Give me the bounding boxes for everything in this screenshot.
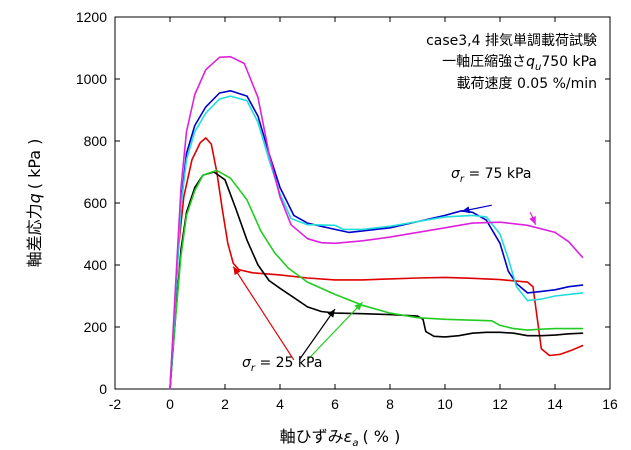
annotation-arrow-red bbox=[232, 266, 295, 361]
title-qu-sub: u bbox=[535, 62, 541, 73]
x-tick-label: 12 bbox=[492, 396, 508, 412]
y-axis-title-suffix: ( kPa ) bbox=[25, 139, 44, 190]
x-tick-label: 10 bbox=[437, 396, 453, 412]
annotation-75kpa-text: = 75 kPa bbox=[464, 166, 531, 182]
annotation-arrowhead-green bbox=[354, 302, 363, 311]
title-qu-symbol: q bbox=[526, 54, 535, 70]
y-axis-title: 軸差応力q ( kPa ) bbox=[25, 139, 44, 268]
x-tick-label: 16 bbox=[602, 396, 618, 412]
series-line-red bbox=[169, 137, 584, 390]
x-axis-title-prefix: 軸ひずみ bbox=[280, 427, 344, 446]
x-tick-label: 4 bbox=[276, 396, 284, 412]
annotation-arrow-green bbox=[307, 301, 363, 361]
annotation-arrows bbox=[232, 204, 537, 361]
y-tick-label: 600 bbox=[84, 195, 108, 211]
chart-title-line3: 載荷速度 0.05 %/min bbox=[457, 76, 598, 92]
x-tick-label: -2 bbox=[109, 396, 122, 412]
annotation-25kpa-symbol: σ bbox=[242, 355, 252, 371]
chart-title-line1: case3,4 排気単調載荷試験 bbox=[426, 33, 597, 49]
y-axis-title-symbol: q bbox=[25, 193, 44, 203]
series-group bbox=[169, 55, 584, 390]
x-tick-label: 14 bbox=[547, 396, 563, 412]
y-tick-label: 400 bbox=[84, 257, 108, 273]
series-line-blue bbox=[169, 90, 584, 390]
series-line-magenta bbox=[169, 55, 584, 390]
title-qu-value: 750 kPa bbox=[541, 54, 597, 70]
annotation-arrowhead-red bbox=[233, 266, 241, 276]
y-tick-label: 200 bbox=[84, 319, 108, 335]
x-axis-title-suffix: ( % ) bbox=[362, 427, 400, 446]
series-line-cyan bbox=[169, 95, 584, 390]
annotation-75kpa-sub: r bbox=[460, 174, 465, 185]
y-tick-label: 1000 bbox=[76, 71, 107, 87]
series-line-green bbox=[169, 169, 584, 390]
annotation-arrowhead-magenta bbox=[529, 215, 536, 225]
x-axis-title: 軸ひずみεa ( % ) bbox=[280, 427, 401, 449]
annotation-25kpa: σr = 25 kPa bbox=[242, 355, 322, 374]
annotation-arrowhead-black bbox=[327, 309, 335, 318]
annotation-75kpa: σr = 75 kPa bbox=[451, 166, 531, 185]
series-line-black bbox=[169, 171, 584, 390]
annotation-arrow-black bbox=[298, 308, 336, 361]
annotation-25kpa-text: = 25 kPa bbox=[255, 355, 322, 371]
y-tick-label: 800 bbox=[84, 133, 108, 149]
annotation-25kpa-sub: r bbox=[251, 363, 256, 374]
x-axis-title-sub: a bbox=[352, 438, 358, 449]
x-tick-label: 6 bbox=[331, 396, 339, 412]
chart-title-line2: 一軸圧縮強さqu750 kPa bbox=[442, 54, 597, 73]
x-axis-title-symbol: ε bbox=[344, 427, 353, 446]
annotation-arrowhead-blue bbox=[461, 206, 471, 214]
y-axis-title-prefix: 軸差応力 bbox=[25, 203, 44, 267]
x-tick-label: 2 bbox=[221, 396, 229, 412]
annotation-75kpa-symbol: σ bbox=[451, 166, 461, 182]
y-tick-label: 0 bbox=[99, 381, 107, 397]
x-tick-label: 0 bbox=[166, 396, 174, 412]
title-qu-prefix: 一軸圧縮強さ bbox=[442, 54, 526, 70]
y-tick-label: 1200 bbox=[76, 9, 107, 25]
x-tick-label: 8 bbox=[386, 396, 394, 412]
